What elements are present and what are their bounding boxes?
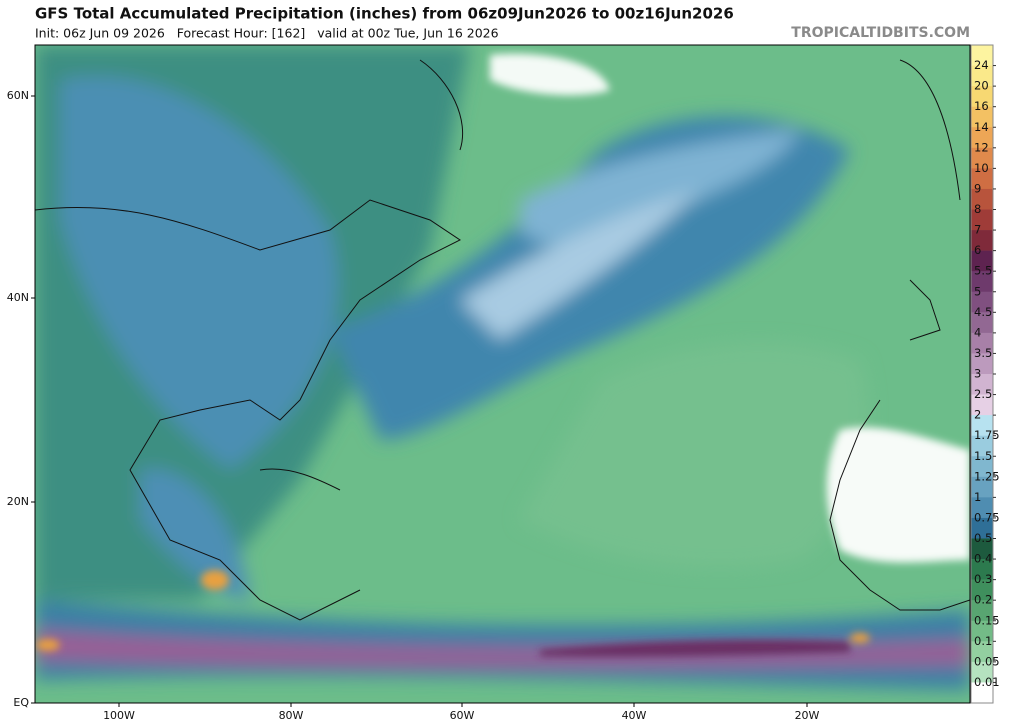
colorbar-label: 0.75	[974, 510, 1000, 524]
colorbar-label: 0.05	[974, 654, 1000, 668]
colorbar-cell	[971, 435, 993, 457]
colorbar-label: 0.15	[974, 613, 1000, 627]
subtitle: Init: 06z Jun 09 2026 Forecast Hour: [16…	[35, 26, 499, 41]
title: GFS Total Accumulated Precipitation (inc…	[35, 5, 734, 23]
lon-label: 20W	[795, 709, 820, 722]
colorbar-label: 16	[974, 99, 989, 113]
colorbar-cell	[971, 641, 993, 663]
colorbar-cell	[971, 168, 993, 190]
colorbar-cell	[971, 374, 993, 395]
colorbar-label: 0.3	[974, 572, 992, 586]
colorbar-cell	[971, 106, 993, 128]
colorbar-cell	[971, 230, 993, 251]
lat-label: 60N	[7, 89, 29, 102]
colorbar-label: 5	[974, 284, 981, 298]
colorbar-cell	[971, 415, 993, 436]
colorbar-cell	[971, 600, 993, 622]
colorbar-label: 20	[974, 79, 989, 93]
colorbar-cell	[971, 620, 993, 642]
colorbar-label: 1.75	[974, 428, 1000, 442]
colorbar: 24 20 16 14 12 10 9 8 7 6 5.5 5 4.5 4 3.5 3 2.5 2 1.75 1.5 1…	[970, 44, 1000, 704]
colorbar-label: 8	[974, 202, 981, 216]
colorbar-cell	[971, 291, 993, 313]
colorbar-cell	[971, 127, 993, 149]
colorbar-label: 0.4	[974, 552, 992, 566]
colorbar-cell	[971, 353, 993, 375]
colorbar-cell	[971, 332, 993, 354]
colorbar-cell	[971, 559, 993, 580]
colorbar-cell	[971, 456, 993, 478]
lat-label: 40N	[7, 291, 29, 304]
colorbar-cell	[971, 147, 993, 169]
lon-label: 40W	[622, 709, 647, 722]
colorbar-cell	[971, 86, 993, 107]
colorbar-cell	[971, 45, 993, 66]
colorbar-cell	[971, 209, 993, 231]
lon-label: 100W	[103, 709, 135, 722]
colorbar-cell	[971, 476, 993, 498]
colorbar-label: 0.2	[974, 593, 992, 607]
colorbar-label: 0.5	[974, 531, 992, 545]
map-frame	[34, 44, 971, 704]
colorbar-cell	[971, 517, 993, 539]
colorbar-label: 3.5	[974, 346, 992, 360]
colorbar-cell	[971, 394, 993, 416]
colorbar-cell	[971, 661, 993, 683]
colorbar-cell	[971, 682, 993, 704]
colorbar-label: 1.25	[974, 469, 1000, 483]
colorbar-label: 4	[974, 325, 981, 339]
colorbar-cell	[971, 271, 993, 293]
colorbar-cell	[971, 250, 993, 272]
colorbar-label: 0.1	[974, 634, 992, 648]
colorbar-cell	[971, 579, 993, 601]
colorbar-label: 14	[974, 120, 989, 134]
colorbar-label: 1	[974, 490, 981, 504]
colorbar-label: 24	[974, 58, 989, 72]
colorbar-label: 3	[974, 367, 981, 381]
colorbar-label: 10	[974, 161, 989, 175]
precip-map	[35, 45, 970, 703]
colorbar-label: 2	[974, 408, 981, 422]
lon-label: 60W	[450, 709, 475, 722]
colorbar-cell	[971, 188, 993, 210]
colorbar-label: 2.5	[974, 387, 992, 401]
colorbar-cell	[971, 538, 993, 560]
colorbar-label: 9	[974, 181, 981, 195]
colorbar-cell	[971, 65, 993, 87]
colorbar-label: 5.5	[974, 264, 992, 278]
source: TROPICALTIDBITS.COM	[791, 25, 970, 41]
colorbar-label: 6	[974, 243, 981, 257]
lat-label: 20N	[7, 495, 29, 508]
colorbar-label: 12	[974, 140, 989, 154]
colorbar-label: 0.01	[974, 675, 1000, 689]
colorbar-label: 4.5	[974, 305, 992, 319]
lat-label: EQ	[13, 696, 29, 709]
colorbar-label: 7	[974, 223, 981, 237]
axes: 60N 40N 20N EQ 100W 80W 60W 40W 20W	[7, 89, 820, 722]
lon-label: 80W	[279, 709, 304, 722]
colorbar-cell	[971, 497, 993, 519]
colorbar-label: 1.5	[974, 449, 992, 463]
colorbar-cell	[971, 312, 993, 334]
